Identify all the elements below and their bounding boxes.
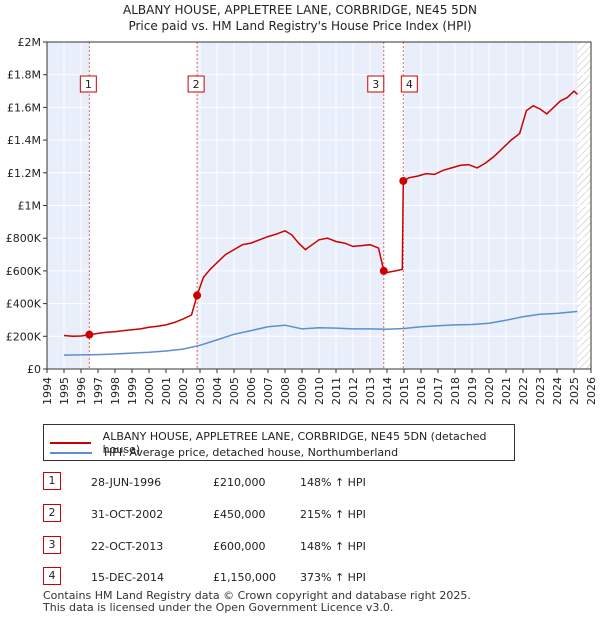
sale-point bbox=[399, 176, 408, 185]
y-tick-label: £2M bbox=[18, 36, 42, 49]
sale-point bbox=[193, 291, 202, 300]
sale-label-number: 1 bbox=[85, 78, 92, 91]
sale-date: 28-JUN-1996 bbox=[91, 476, 162, 489]
sale-number-badge: 1 bbox=[43, 472, 61, 490]
x-tick-label: 2006 bbox=[245, 377, 258, 405]
y-tick-label: £1.4M bbox=[7, 134, 41, 147]
legend-label-property: ALBANY HOUSE, APPLETREE LANE, CORBRIDGE,… bbox=[102, 430, 487, 456]
x-tick-label: 2008 bbox=[279, 377, 292, 405]
x-tick-label: 2021 bbox=[500, 377, 513, 405]
plot-frame bbox=[46, 41, 592, 370]
sale-row: 2 31-OCT-2002 £450,000 215% ↑ HPI bbox=[43, 504, 543, 524]
x-tick-label: 2018 bbox=[449, 377, 462, 405]
y-tick-label: £1M bbox=[18, 200, 42, 213]
sale-point bbox=[85, 330, 94, 339]
chart-title-line1: ALBANY HOUSE, APPLETREE LANE, CORBRIDGE,… bbox=[122, 3, 477, 17]
x-tick-label: 2026 bbox=[585, 377, 598, 405]
sale-label-border bbox=[187, 75, 205, 93]
x-tick-label: 1996 bbox=[75, 377, 88, 405]
x-tick-label: 2023 bbox=[534, 377, 547, 405]
x-tick-label: 2015 bbox=[398, 377, 411, 405]
x-tick-label: 2016 bbox=[415, 377, 428, 405]
sale-row: 3 22-OCT-2013 £600,000 148% ↑ HPI bbox=[43, 536, 543, 556]
x-tick-label: 2010 bbox=[313, 377, 326, 405]
y-tick-label: £200K bbox=[6, 330, 42, 343]
x-tick-label: 2020 bbox=[483, 377, 496, 405]
x-tick-label: 1999 bbox=[126, 377, 139, 405]
sale-label-border bbox=[400, 75, 418, 93]
x-tick-label: 2012 bbox=[347, 377, 360, 405]
chart-title-line2: Price paid vs. HM Land Registry's House … bbox=[128, 19, 472, 33]
attribution-footer: Contains HM Land Registry data © Crown c… bbox=[43, 590, 471, 614]
y-tick-label: £400K bbox=[6, 298, 42, 311]
sale-hpi-change: 148% ↑ HPI bbox=[300, 476, 366, 489]
sale-number-badge: 2 bbox=[43, 504, 61, 522]
chart-legend: ALBANY HOUSE, APPLETREE LANE, CORBRIDGE,… bbox=[43, 424, 515, 461]
sale-hpi-change: 148% ↑ HPI bbox=[300, 540, 366, 553]
legend-label-hpi: HPI: Average price, detached house, Nort… bbox=[104, 446, 399, 459]
sale-label-box: 2 bbox=[187, 75, 205, 93]
sale-label-border bbox=[79, 75, 97, 93]
x-tick-label: 1995 bbox=[58, 377, 71, 405]
y-tick-label: £800K bbox=[6, 232, 42, 245]
legend-item-hpi: HPI: Average price, detached house, Nort… bbox=[50, 446, 398, 459]
x-tick-label: 1994 bbox=[41, 377, 54, 405]
x-tick-label: 2017 bbox=[432, 377, 445, 405]
sale-row: 1 28-JUN-1996 £210,000 148% ↑ HPI bbox=[43, 472, 543, 492]
sale-number-badge: 3 bbox=[43, 536, 61, 554]
x-tick-label: 2025 bbox=[568, 377, 581, 405]
sale-label-number: 2 bbox=[193, 78, 200, 91]
x-tick-label: 2014 bbox=[381, 377, 394, 405]
legend-item-property: ALBANY HOUSE, APPLETREE LANE, CORBRIDGE,… bbox=[50, 430, 514, 456]
y-tick-label: £1.8M bbox=[7, 69, 41, 82]
sale-hpi-change: 373% ↑ HPI bbox=[300, 571, 366, 584]
sale-number-badge: 4 bbox=[43, 567, 61, 585]
legend-swatch-hpi bbox=[50, 451, 92, 454]
x-tick-label: 2005 bbox=[228, 377, 241, 405]
x-tick-label: 2004 bbox=[211, 377, 224, 405]
x-tick-label: 2000 bbox=[143, 377, 156, 405]
y-tick-label: £600K bbox=[6, 265, 42, 278]
sale-label-number: 4 bbox=[406, 78, 413, 91]
sale-row: 4 15-DEC-2014 £1,150,000 373% ↑ HPI bbox=[43, 567, 543, 587]
y-tick-label: £1.6M bbox=[7, 101, 41, 114]
sale-label-box: 3 bbox=[367, 75, 385, 93]
sale-price: £210,000 bbox=[213, 476, 266, 489]
hpi-line bbox=[63, 310, 578, 356]
sale-price: £600,000 bbox=[213, 540, 266, 553]
attribution-line2: This data is licensed under the Open Gov… bbox=[43, 601, 394, 614]
sale-point bbox=[379, 266, 388, 275]
x-tick-label: 2011 bbox=[330, 377, 343, 405]
sale-price: £1,150,000 bbox=[213, 571, 276, 584]
y-tick-label: £1.2M bbox=[7, 167, 41, 180]
sale-date: 22-OCT-2013 bbox=[91, 540, 164, 553]
x-tick-label: 2013 bbox=[364, 377, 377, 405]
x-tick-label: 2009 bbox=[296, 377, 309, 405]
x-tick-label: 2001 bbox=[160, 377, 173, 405]
sale-date: 31-OCT-2002 bbox=[91, 508, 164, 521]
x-tick-label: 2022 bbox=[517, 377, 530, 405]
x-tick-label: 1997 bbox=[92, 377, 105, 405]
x-tick-label: 2024 bbox=[551, 377, 564, 405]
x-tick-label: 2003 bbox=[194, 377, 207, 405]
sale-hpi-change: 215% ↑ HPI bbox=[300, 508, 366, 521]
sale-date: 15-DEC-2014 bbox=[91, 571, 165, 584]
sale-label-border bbox=[367, 75, 385, 93]
price-chart: £0 £200K £400K £600K £800K £1M £1.2M £1.4M £1.6M… bbox=[6, 36, 598, 405]
attribution-line1: Contains HM Land Registry data © Crown c… bbox=[43, 589, 471, 602]
x-tick-label: 2002 bbox=[177, 377, 190, 405]
sale-label-box: 4 bbox=[400, 75, 418, 93]
x-tick-label: 1998 bbox=[109, 377, 122, 405]
sale-label-number: 3 bbox=[372, 78, 379, 91]
x-tick-label: 2007 bbox=[262, 377, 275, 405]
legend-swatch-property bbox=[50, 442, 91, 444]
sale-price: £450,000 bbox=[213, 508, 266, 521]
sale-label-box: 1 bbox=[79, 75, 97, 93]
y-tick-label: £0 bbox=[27, 363, 41, 376]
x-tick-label: 2019 bbox=[466, 377, 479, 405]
property-price-line bbox=[63, 90, 578, 338]
